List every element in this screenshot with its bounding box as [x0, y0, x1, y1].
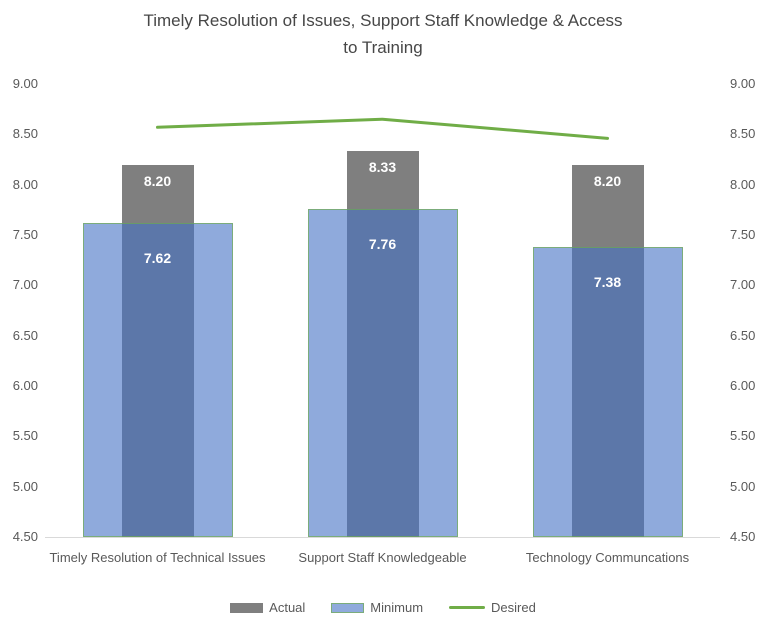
- actual-bar-label: 8.20: [143, 172, 172, 189]
- legend-item-desired: Desired: [449, 600, 536, 615]
- y-tick-label-right: 8.50: [730, 126, 756, 142]
- minimum-bar: 7.76: [307, 208, 458, 537]
- y-tick-label-left: 7.50: [12, 227, 38, 242]
- x-category-label: Support Staff Knowledgeable: [298, 550, 467, 565]
- legend-swatch-actual: [230, 602, 264, 613]
- x-category-label: Technology Communcations: [525, 550, 690, 565]
- legend-label-desired: Desired: [491, 600, 536, 615]
- x-category-label: Timely Resolution of Technical Issues: [49, 550, 266, 565]
- y-tick-label-right: 6.00: [730, 378, 756, 393]
- y-tick-label-left: 6.50: [12, 327, 38, 343]
- y-tick-label-right: 5.00: [730, 478, 756, 494]
- y-tick-label-right: 4.50: [730, 529, 756, 544]
- minimum-bar-label: 7.38: [593, 274, 622, 291]
- desired-line-layer: [156, 117, 609, 140]
- y-tick-label-left: 6.00: [12, 378, 38, 393]
- minimum-bar: 7.62: [82, 222, 233, 537]
- legend-swatch-minimum: [331, 602, 365, 613]
- y-tick-label-right: 8.00: [730, 176, 756, 192]
- legend-item-actual: Actual: [230, 600, 305, 615]
- y-tick-label-left: 4.50: [12, 529, 38, 544]
- chart-title: Timely Resolution of Issues, Support Sta…: [143, 11, 623, 57]
- desired-line: [156, 117, 609, 140]
- actual-bar-label: 8.33: [368, 159, 397, 176]
- y-tick-label-right: 5.50: [730, 428, 756, 444]
- y-tick-label-right: 6.50: [730, 327, 756, 343]
- x-axis-line: [45, 537, 720, 538]
- y-tick-label-left: 7.00: [12, 277, 38, 293]
- legend-swatch-desired: [449, 606, 486, 609]
- legend: Actual Minimum Desired: [0, 600, 766, 615]
- y-tick-label-left: 5.00: [12, 478, 38, 494]
- minimum-bar-label: 7.76: [368, 235, 397, 252]
- legend-label-actual: Actual: [269, 600, 306, 615]
- y-tick-label-left: 9.00: [12, 76, 38, 91]
- y-tick-label-right: 9.00: [730, 76, 756, 91]
- y-tick-label-left: 5.50: [12, 428, 38, 444]
- minimum-bar: 7.38: [532, 247, 683, 537]
- actual-bar-label: 8.20: [593, 172, 622, 189]
- minimum-bar-label: 7.62: [143, 249, 172, 266]
- legend-label-minimum: Minimum: [370, 600, 424, 615]
- y-tick-label-right: 7.50: [730, 227, 756, 242]
- legend-item-minimum: Minimum: [331, 600, 423, 615]
- y-tick-label-left: 8.50: [12, 126, 38, 142]
- y-tick-label-left: 8.00: [12, 176, 38, 192]
- y-tick-label-right: 7.00: [730, 277, 756, 293]
